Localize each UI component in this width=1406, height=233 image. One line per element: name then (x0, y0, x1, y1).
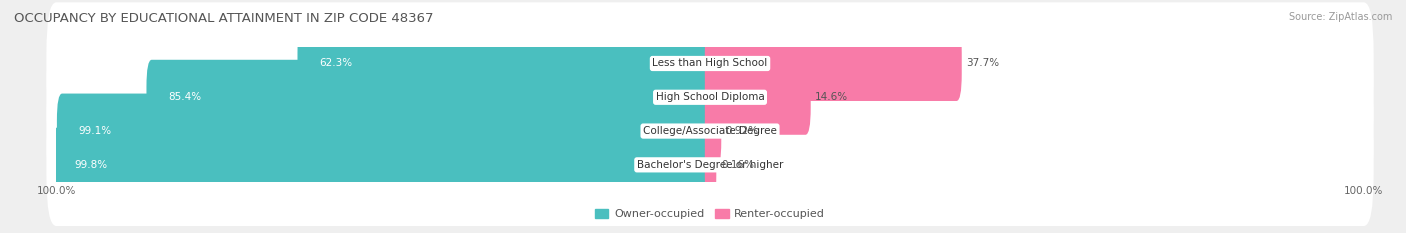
FancyBboxPatch shape (298, 26, 716, 101)
Text: OCCUPANCY BY EDUCATIONAL ATTAINMENT IN ZIP CODE 48367: OCCUPANCY BY EDUCATIONAL ATTAINMENT IN Z… (14, 12, 433, 25)
Legend: Owner-occupied, Renter-occupied: Owner-occupied, Renter-occupied (591, 204, 830, 223)
Text: 0.92%: 0.92% (725, 126, 759, 136)
Text: Less than High School: Less than High School (652, 58, 768, 69)
Text: 0.16%: 0.16% (721, 160, 754, 170)
Text: Bachelor's Degree or higher: Bachelor's Degree or higher (637, 160, 783, 170)
FancyBboxPatch shape (46, 70, 1374, 192)
FancyBboxPatch shape (46, 2, 1374, 125)
FancyBboxPatch shape (704, 94, 721, 168)
Text: 85.4%: 85.4% (169, 92, 201, 102)
Text: 62.3%: 62.3% (319, 58, 352, 69)
FancyBboxPatch shape (704, 26, 962, 101)
FancyBboxPatch shape (704, 60, 811, 135)
FancyBboxPatch shape (46, 104, 1374, 226)
Text: Source: ZipAtlas.com: Source: ZipAtlas.com (1288, 12, 1392, 22)
FancyBboxPatch shape (52, 127, 716, 202)
Text: 99.8%: 99.8% (75, 160, 107, 170)
Text: 14.6%: 14.6% (815, 92, 848, 102)
FancyBboxPatch shape (704, 127, 716, 202)
Text: 37.7%: 37.7% (966, 58, 1000, 69)
FancyBboxPatch shape (46, 36, 1374, 158)
Text: High School Diploma: High School Diploma (655, 92, 765, 102)
Text: College/Associate Degree: College/Associate Degree (643, 126, 778, 136)
Text: 99.1%: 99.1% (79, 126, 111, 136)
FancyBboxPatch shape (56, 94, 716, 168)
FancyBboxPatch shape (146, 60, 716, 135)
